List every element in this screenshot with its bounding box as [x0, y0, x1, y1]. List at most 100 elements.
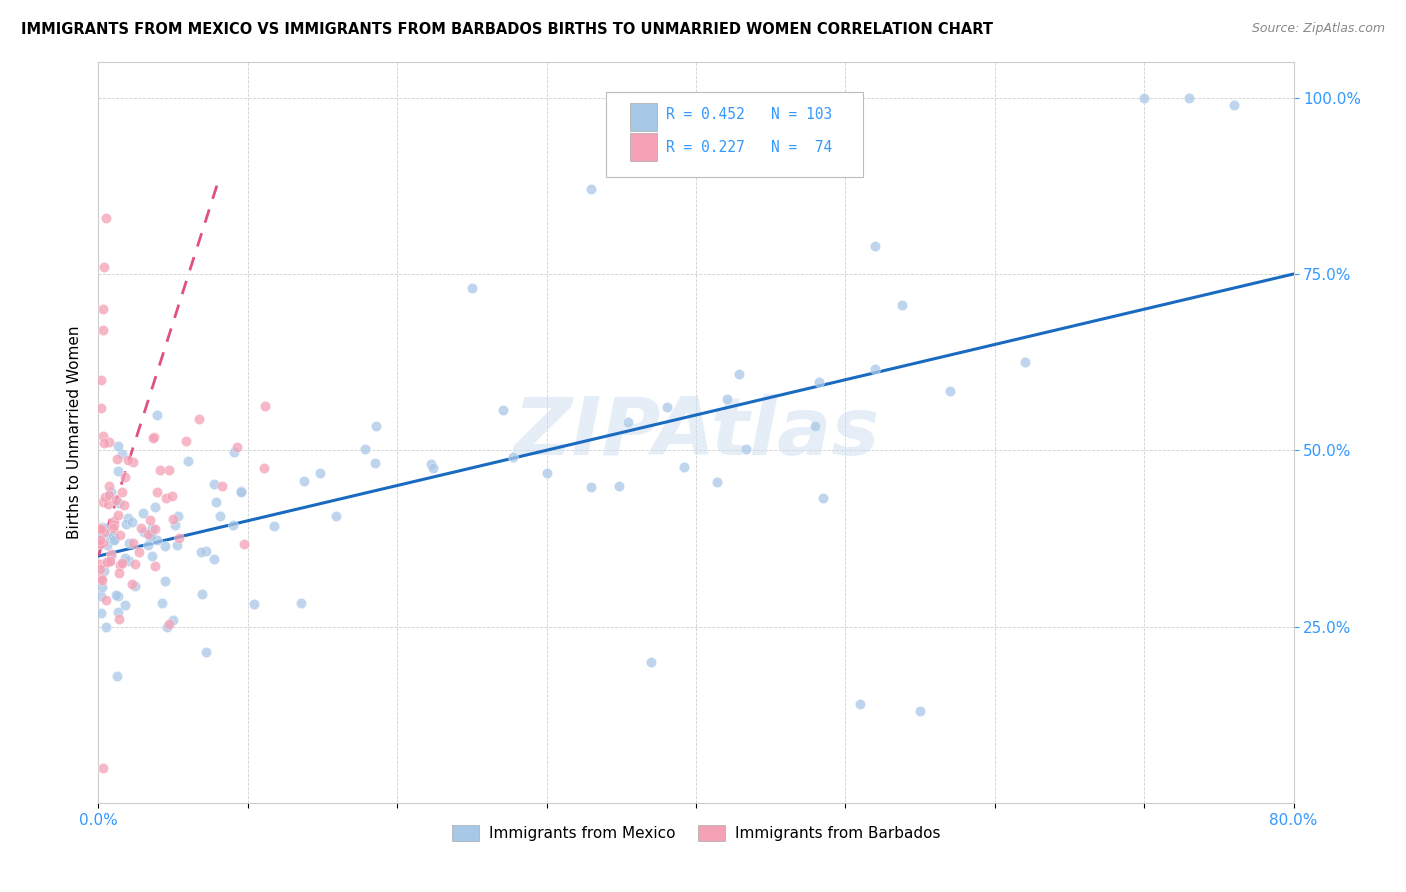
Point — [100, 529, 122, 543]
Point — [804, 419, 827, 434]
Point — [139, 529, 162, 543]
Point — [104, 492, 127, 507]
Point — [96, 555, 118, 569]
Point — [96, 620, 118, 634]
Point — [735, 442, 758, 457]
Point — [94, 211, 117, 225]
Text: Source: ZipAtlas.com: Source: ZipAtlas.com — [1251, 22, 1385, 36]
Point — [89, 562, 111, 576]
Point — [93, 525, 115, 540]
Point — [607, 479, 630, 493]
Point — [91, 302, 114, 317]
Point — [155, 491, 177, 505]
Bar — [630, 133, 657, 161]
Point — [93, 564, 115, 578]
Point — [90, 531, 112, 545]
Point — [114, 598, 136, 612]
Point — [100, 547, 122, 561]
Point — [155, 574, 177, 588]
Point — [104, 588, 127, 602]
Point — [160, 489, 183, 503]
Point — [98, 434, 121, 449]
Point — [657, 400, 679, 414]
Point — [811, 491, 834, 506]
Point — [194, 645, 217, 659]
Text: R = 0.227   N =  74: R = 0.227 N = 74 — [666, 140, 832, 155]
Point — [145, 408, 167, 422]
Point — [93, 521, 115, 535]
Point — [166, 538, 188, 552]
Point — [157, 617, 180, 632]
Point — [100, 549, 122, 563]
Point — [716, 392, 738, 407]
Point — [364, 418, 387, 433]
Point — [194, 543, 217, 558]
Point — [849, 697, 872, 711]
Point — [939, 384, 962, 398]
Point — [363, 456, 385, 470]
Point — [101, 521, 124, 535]
Point — [136, 538, 159, 552]
Point — [114, 551, 136, 566]
Point — [190, 545, 212, 559]
Point — [211, 479, 233, 493]
Point — [163, 517, 186, 532]
Point — [143, 522, 166, 536]
Point — [108, 566, 131, 580]
Point — [98, 554, 121, 568]
Point — [808, 375, 831, 389]
Point — [141, 549, 163, 563]
Point — [292, 475, 315, 489]
Point — [117, 535, 139, 549]
Point — [865, 239, 887, 253]
Point — [502, 450, 524, 465]
Point — [122, 455, 145, 469]
Point — [1014, 355, 1036, 369]
Point — [118, 554, 141, 568]
Point — [142, 431, 165, 445]
Point — [536, 466, 558, 480]
Point — [253, 460, 276, 475]
Point — [581, 480, 603, 494]
Point — [308, 466, 330, 480]
Point — [107, 589, 129, 603]
Point — [129, 521, 152, 535]
Point — [908, 704, 931, 718]
Point — [107, 508, 129, 523]
Point — [114, 516, 136, 531]
Point — [98, 479, 121, 493]
Point — [96, 555, 118, 569]
Point — [1223, 97, 1246, 112]
Point — [132, 506, 155, 520]
Point — [128, 544, 150, 558]
Point — [94, 490, 117, 504]
Point — [226, 440, 249, 454]
Point — [146, 533, 169, 547]
Point — [110, 558, 132, 573]
Point — [325, 509, 347, 524]
Point — [91, 323, 114, 337]
Point — [114, 499, 136, 513]
Point — [420, 457, 443, 471]
Point — [111, 484, 134, 499]
Point — [90, 529, 112, 543]
Point — [673, 460, 696, 475]
Point — [149, 462, 172, 476]
Point — [232, 537, 254, 551]
Point — [114, 470, 136, 484]
Point — [188, 412, 211, 426]
Point — [121, 515, 143, 529]
Point — [422, 460, 444, 475]
Point — [103, 532, 125, 546]
Point — [229, 484, 252, 499]
Point — [156, 620, 179, 634]
Point — [136, 527, 159, 541]
Point — [124, 579, 146, 593]
Point — [105, 452, 128, 467]
Point — [143, 558, 166, 573]
Y-axis label: Births to Unmarried Women: Births to Unmarried Women — [66, 326, 82, 540]
Point — [174, 434, 197, 448]
Point — [581, 182, 603, 196]
Point — [202, 552, 225, 566]
Point — [111, 446, 134, 460]
